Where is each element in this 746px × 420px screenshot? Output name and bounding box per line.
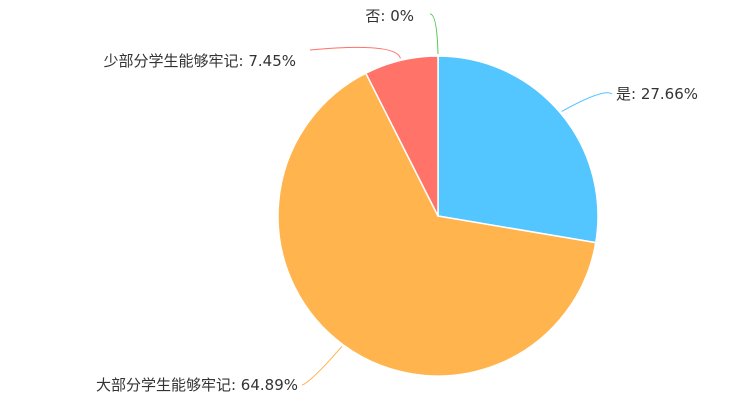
- pie-labels: 是: 27.66% 大部分学生能够牢记: 64.89% 少部分学生能够牢记: 7.4…: [96, 7, 698, 394]
- leader-line-1: [561, 92, 613, 112]
- pie-slices: [277, 55, 599, 377]
- pie-slice-2[interactable]: [277, 72, 597, 377]
- leader-line-4: [429, 13, 439, 55]
- slice-label-3: 少部分学生能够牢记: 7.45%: [104, 52, 296, 70]
- leader-line-2: [301, 346, 343, 386]
- slice-label-2: 大部分学生能够牢记: 64.89%: [96, 376, 298, 394]
- pie-leader-lines: [301, 13, 613, 386]
- leader-line-3: [309, 46, 401, 59]
- pie-slice-1[interactable]: [437, 55, 599, 244]
- slice-label-1: 是: 27.66%: [616, 85, 698, 103]
- slice-label-4: 否: 0%: [365, 7, 414, 25]
- pie-slice-3[interactable]: [365, 55, 439, 217]
